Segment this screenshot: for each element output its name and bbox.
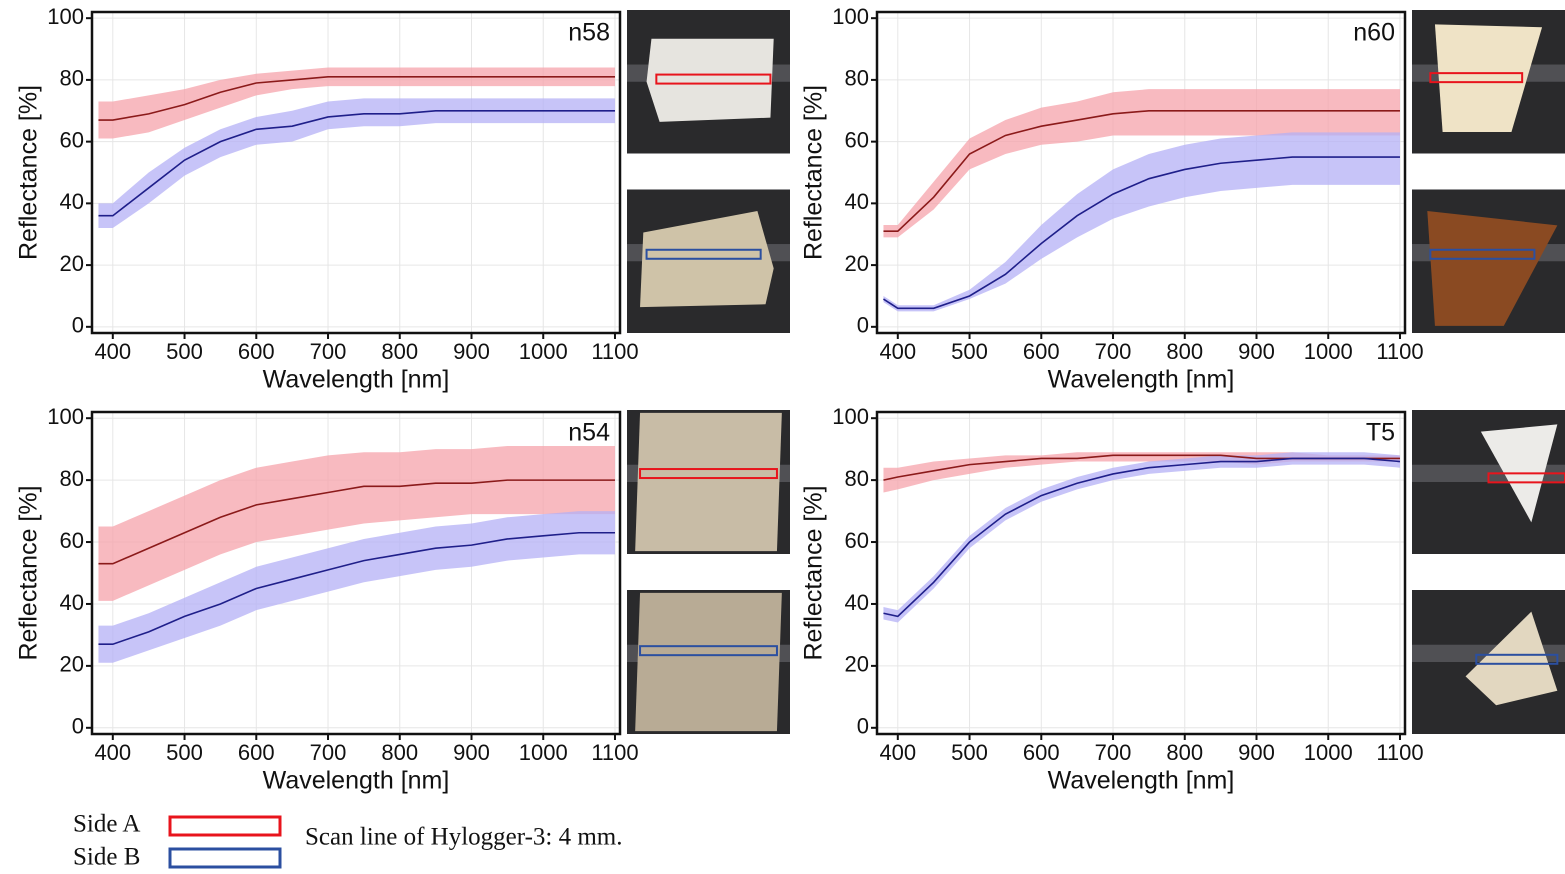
x-tick-label: 600 [238, 740, 275, 765]
sample [647, 39, 774, 122]
x-tick-label: 900 [453, 339, 490, 364]
x-tick-label: 1100 [591, 339, 638, 364]
x-tick-label: 800 [381, 339, 418, 364]
y-tick-label: 60 [845, 528, 869, 553]
x-tick-label: 1100 [1376, 740, 1423, 765]
x-tick-label: 600 [1023, 740, 1060, 765]
sample [635, 413, 782, 551]
x-tick-label: 1000 [1304, 740, 1353, 765]
y-tick-label: 100 [832, 404, 869, 429]
y-tick-label: 40 [845, 189, 869, 214]
x-tick-label: 400 [94, 740, 131, 765]
y-tick-label: 100 [47, 404, 84, 429]
y-tick-label: 100 [832, 4, 869, 29]
x-tick-label: 900 [1238, 740, 1275, 765]
y-tick-label: 60 [845, 127, 869, 152]
x-tick-label: 500 [951, 740, 988, 765]
panel-label: n54 [568, 419, 610, 447]
x-tick-label: 600 [238, 339, 275, 364]
legend-label: Side A [73, 811, 140, 838]
caption: Scan line of Hylogger-3: 4 mm. [305, 824, 623, 851]
x-tick-label: 1000 [519, 339, 568, 364]
y-tick-label: 0 [72, 714, 84, 739]
x-tick-label: 700 [310, 339, 347, 364]
y-tick-label: 80 [845, 466, 869, 491]
y-tick-label: 0 [857, 714, 869, 739]
x-tick-label: 900 [453, 740, 490, 765]
x-tick-label: 1100 [1376, 339, 1423, 364]
x-axis-label: Wavelength [nm] [1048, 767, 1235, 795]
y-tick-label: 40 [60, 590, 84, 615]
y-tick-label: 20 [845, 652, 869, 677]
x-tick-label: 400 [94, 339, 131, 364]
y-tick-label: 20 [60, 251, 84, 276]
x-axis-label: Wavelength [nm] [1048, 366, 1235, 394]
legend-swatch [170, 817, 280, 835]
y-tick-label: 0 [857, 313, 869, 338]
x-tick-label: 700 [1095, 339, 1132, 364]
y-tick-label: 80 [60, 66, 84, 91]
x-tick-label: 1000 [519, 740, 568, 765]
x-tick-label: 800 [1166, 740, 1203, 765]
y-axis-label: Reflectance [%] [15, 85, 43, 260]
y-axis-label: Reflectance [%] [800, 485, 828, 660]
y-tick-label: 100 [47, 4, 84, 29]
y-tick-label: 80 [60, 466, 84, 491]
panel-label: n60 [1353, 19, 1395, 47]
x-tick-label: 600 [1023, 339, 1060, 364]
y-tick-label: 20 [60, 652, 84, 677]
x-tick-label: 500 [166, 740, 203, 765]
x-tick-label: 800 [381, 740, 418, 765]
legend-swatch [170, 849, 280, 867]
y-tick-label: 60 [60, 528, 84, 553]
x-axis-label: Wavelength [nm] [263, 366, 450, 394]
y-tick-label: 60 [60, 127, 84, 152]
x-tick-label: 900 [1238, 339, 1275, 364]
legend-label: Side B [73, 844, 140, 869]
x-tick-label: 400 [879, 339, 916, 364]
x-tick-label: 400 [879, 740, 916, 765]
x-tick-label: 700 [310, 740, 347, 765]
x-tick-label: 500 [166, 339, 203, 364]
panel-label: T5 [1366, 419, 1395, 447]
x-tick-label: 1100 [591, 740, 638, 765]
y-tick-label: 40 [60, 189, 84, 214]
x-axis-label: Wavelength [nm] [263, 767, 450, 795]
y-axis-label: Reflectance [%] [800, 85, 828, 260]
y-tick-label: 0 [72, 313, 84, 338]
y-tick-label: 20 [845, 251, 869, 276]
x-tick-label: 1000 [1304, 339, 1353, 364]
y-tick-label: 40 [845, 590, 869, 615]
y-axis-label: Reflectance [%] [15, 485, 43, 660]
x-tick-label: 700 [1095, 740, 1132, 765]
panel-label: n58 [568, 19, 610, 47]
x-tick-label: 500 [951, 339, 988, 364]
sample [635, 593, 782, 731]
y-tick-label: 80 [845, 66, 869, 91]
x-tick-label: 800 [1166, 339, 1203, 364]
